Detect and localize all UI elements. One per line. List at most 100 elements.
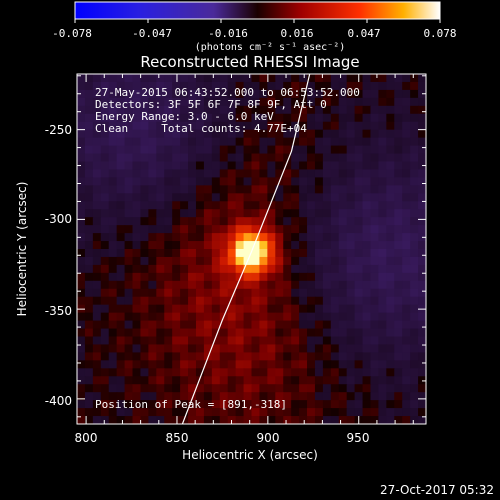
- heatmap-cell: [84, 320, 94, 330]
- colorbar-ticks: [74, 19, 441, 23]
- heatmap-cell: [259, 272, 268, 282]
- heatmap-cell: [116, 304, 126, 314]
- heatmap-cell: [410, 225, 419, 234]
- heatmap-cell: [132, 145, 142, 155]
- heatmap-cell: [354, 137, 364, 147]
- heatmap-cell: [203, 280, 213, 290]
- heatmap-cell: [180, 376, 189, 385]
- heatmap-cell: [164, 249, 173, 258]
- heatmap-cell: [410, 264, 419, 274]
- heatmap-cell: [100, 137, 110, 147]
- heatmap-cell: [283, 105, 292, 115]
- heatmap-cell: [211, 241, 221, 250]
- heatmap-cell: [275, 161, 284, 171]
- heatmap-cell: [386, 209, 395, 218]
- heatmap-cell: [77, 153, 86, 163]
- heatmap-cell: [259, 376, 268, 385]
- heatmap-cell: [307, 177, 316, 186]
- heatmap-cell: [124, 352, 134, 361]
- heatmap-cell: [394, 312, 403, 322]
- heatmap-cell: [402, 392, 411, 401]
- heatmap-cell: [307, 392, 316, 401]
- heatmap-cell: [346, 376, 356, 385]
- heatmap-cell: [251, 74, 261, 83]
- heatmap-cell: [378, 97, 387, 107]
- heatmap-cell: [299, 137, 308, 147]
- heatmap-cell: [77, 408, 86, 417]
- heatmap-cell: [180, 408, 189, 417]
- heatmap-cell: [322, 161, 332, 171]
- heatmap-cell: [188, 320, 197, 330]
- heatmap-cell: [338, 217, 348, 226]
- heatmap-cell: [124, 121, 134, 131]
- heatmap-cell: [322, 177, 332, 186]
- heatmap-cell: [227, 360, 237, 369]
- heatmap-cell: [267, 249, 276, 258]
- heatmap-cell: [267, 296, 276, 306]
- heatmap-cell: [402, 304, 411, 314]
- heatmap-cell: [227, 280, 237, 290]
- heatmap-cell: [164, 193, 173, 202]
- heatmap-cell: [314, 416, 324, 424]
- heatmap-cell: [362, 74, 372, 83]
- heatmap-cell: [370, 89, 380, 99]
- heatmap-cell: [362, 272, 372, 282]
- heatmap-cell: [299, 328, 308, 338]
- heatmap-cell: [164, 352, 173, 361]
- heatmap-cell: [314, 328, 324, 338]
- heatmap-cell: [188, 193, 197, 202]
- heatmap-cell: [307, 137, 316, 147]
- heatmap-cell: [259, 400, 268, 409]
- heatmap-cell: [188, 137, 197, 147]
- heatmap-cell: [84, 408, 94, 417]
- heatmap-cell: [243, 320, 253, 330]
- heatmap-cell: [164, 312, 173, 322]
- heatmap-cell: [132, 376, 142, 385]
- heatmap-cell: [156, 169, 165, 178]
- heatmap-cell: [148, 105, 157, 115]
- heatmap-cell: [267, 177, 276, 186]
- heatmap-cell: [283, 280, 292, 290]
- heatmap-cell: [338, 177, 348, 186]
- heatmap-cell: [148, 312, 157, 322]
- heatmap-cell: [322, 400, 332, 409]
- heatmap-cell: [275, 352, 284, 361]
- heatmap-cell: [235, 249, 245, 258]
- heatmap-cell: [124, 376, 134, 385]
- heatmap-cell: [211, 153, 221, 163]
- heatmap-cell: [148, 376, 157, 385]
- heatmap-cell: [354, 312, 364, 322]
- heatmap-cell: [283, 129, 292, 139]
- heatmap-cell: [299, 288, 308, 298]
- heatmap-cell: [140, 376, 149, 385]
- heatmap-cell: [77, 201, 86, 210]
- heatmap-cell: [267, 328, 276, 338]
- heatmap-cell: [148, 129, 157, 139]
- heatmap-cell: [259, 296, 268, 306]
- heatmap-cell: [108, 193, 118, 202]
- heatmap-cell: [251, 360, 261, 369]
- heatmap-cell: [267, 105, 276, 115]
- heatmap-cell: [354, 264, 364, 274]
- heatmap-cell: [77, 177, 86, 186]
- heatmap-cell: [195, 272, 205, 282]
- heatmap-cell: [386, 312, 395, 322]
- heatmap-cell: [156, 225, 165, 234]
- heatmap-cell: [92, 113, 102, 123]
- heatmap-cell: [77, 233, 86, 242]
- heatmap-cell: [346, 336, 356, 346]
- heatmap-cell: [251, 193, 261, 202]
- heatmap-cell: [188, 225, 197, 234]
- heatmap-cell: [108, 89, 118, 99]
- heatmap-cell: [188, 129, 197, 139]
- heatmap-cell: [116, 137, 126, 147]
- heatmap-cell: [180, 225, 189, 234]
- heatmap-cell: [410, 153, 419, 163]
- heatmap-cell: [235, 74, 245, 83]
- heatmap-cell: [100, 161, 110, 171]
- heatmap-cell: [346, 288, 356, 298]
- heatmap-cell: [259, 288, 268, 298]
- heatmap-cell: [164, 392, 173, 401]
- colorbar-tick-label: -0.016: [208, 27, 248, 40]
- heatmap-cell: [108, 185, 118, 194]
